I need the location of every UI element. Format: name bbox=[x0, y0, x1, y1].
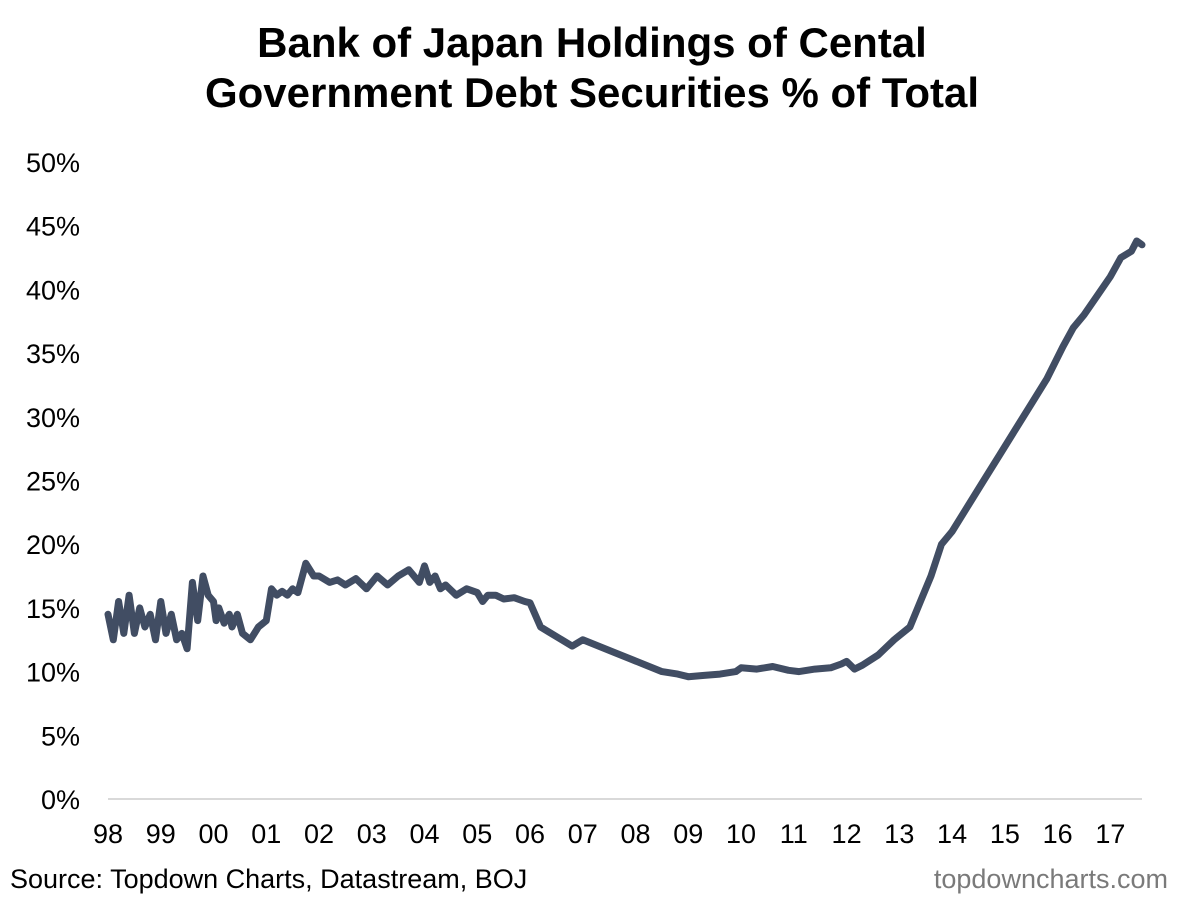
x-tick-label: 04 bbox=[410, 819, 440, 849]
chart-title-line-2: Government Debt Securities % of Total bbox=[204, 69, 980, 116]
y-tick-label: 5% bbox=[41, 721, 80, 751]
x-tick-label: 09 bbox=[673, 819, 703, 849]
y-tick-label: 25% bbox=[26, 467, 80, 497]
x-tick-label: 16 bbox=[1043, 819, 1073, 849]
x-tick-label: 07 bbox=[568, 819, 598, 849]
y-axis-ticks: 0% 5% 10% 15% 20% 25% 30% 35% 40% 45% 50% bbox=[26, 148, 80, 815]
chart-title: Bank of Japan Holdings of Cental Governm… bbox=[0, 18, 1184, 118]
x-tick-label: 15 bbox=[990, 819, 1020, 849]
x-axis-ticks: 98 99 00 01 02 03 04 05 06 07 08 09 10 11 12 13 14 15 16 17 bbox=[93, 819, 1125, 849]
x-tick-label: 05 bbox=[462, 819, 492, 849]
x-tick-label: 00 bbox=[198, 819, 228, 849]
y-tick-label: 10% bbox=[26, 658, 80, 688]
x-tick-label: 01 bbox=[251, 819, 281, 849]
y-tick-label: 40% bbox=[26, 275, 80, 305]
series-layer bbox=[104, 237, 1146, 681]
x-tick-label: 08 bbox=[621, 819, 651, 849]
y-tick-label: 50% bbox=[26, 148, 80, 178]
watermark: topdowncharts.com bbox=[933, 864, 1168, 894]
x-tick-label: 06 bbox=[515, 819, 545, 849]
y-tick-label: 20% bbox=[26, 530, 80, 560]
x-tick-label: 17 bbox=[1095, 819, 1125, 849]
y-tick-label: 35% bbox=[26, 339, 80, 369]
y-tick-label: 0% bbox=[41, 785, 80, 815]
chart-title-line-1: Bank of Japan Holdings of Cental bbox=[257, 19, 927, 66]
x-tick-label: 13 bbox=[884, 819, 914, 849]
x-tick-label: 99 bbox=[146, 819, 176, 849]
y-tick-label: 15% bbox=[26, 594, 80, 624]
x-tick-label: 14 bbox=[937, 819, 967, 849]
series-line bbox=[104, 237, 1146, 681]
y-tick-label: 45% bbox=[26, 212, 80, 242]
x-tick-label: 12 bbox=[832, 819, 862, 849]
x-tick-label: 11 bbox=[780, 819, 808, 849]
x-tick-label: 10 bbox=[726, 819, 756, 849]
x-tick-label: 02 bbox=[304, 819, 334, 849]
x-tick-label: 98 bbox=[93, 819, 123, 849]
x-tick-label: 03 bbox=[357, 819, 387, 849]
source-note: Source: Topdown Charts, Datastream, BOJ bbox=[10, 864, 528, 894]
y-tick-label: 30% bbox=[26, 403, 80, 433]
